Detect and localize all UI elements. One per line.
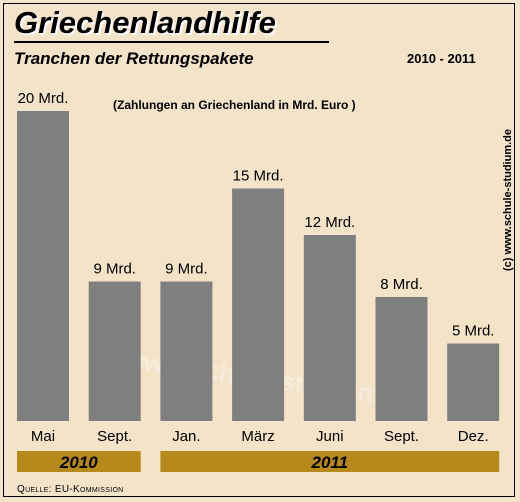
data-label-4: 12 Mrd. bbox=[304, 214, 355, 231]
year-label-2010: 2010 bbox=[59, 453, 98, 472]
category-label-6: Dez. bbox=[458, 428, 489, 445]
bar-3 bbox=[232, 188, 285, 421]
category-label-3: März bbox=[241, 428, 274, 445]
bar-5 bbox=[375, 297, 428, 421]
data-label-1: 9 Mrd. bbox=[93, 261, 136, 278]
category-label-1: Sept. bbox=[97, 428, 132, 445]
category-label-0: Mai bbox=[31, 428, 55, 445]
data-label-0: 20 Mrd. bbox=[18, 90, 69, 107]
data-label-3: 15 Mrd. bbox=[233, 168, 284, 185]
category-label-5: Sept. bbox=[384, 428, 419, 445]
category-label-4: Juni bbox=[316, 428, 344, 445]
bar-1 bbox=[88, 281, 141, 421]
copyright-label: (c) www.schule-studium.de bbox=[502, 129, 514, 271]
year-label-2011: 2011 bbox=[311, 453, 349, 472]
chart-title: Griechenlandhilfe bbox=[14, 5, 276, 40]
bar-4 bbox=[303, 235, 356, 421]
title-underline bbox=[14, 41, 329, 43]
bar-2 bbox=[160, 281, 213, 421]
bar-0 bbox=[17, 111, 69, 421]
chart-subtitle: Tranchen der Rettungspakete bbox=[14, 49, 254, 68]
chart-note: (Zahlungen an Griechenland in Mrd. Euro … bbox=[113, 98, 356, 112]
category-label-2: Jan. bbox=[172, 428, 200, 445]
data-label-6: 5 Mrd. bbox=[452, 323, 495, 340]
bar-6 bbox=[447, 343, 500, 421]
year-band-2011 bbox=[160, 451, 500, 472]
data-label-5: 8 Mrd. bbox=[380, 276, 423, 293]
source-label: Quelle: EU-Kommission bbox=[17, 484, 124, 495]
chart-title-shadow: Griechenlandhilfe bbox=[16, 7, 278, 42]
data-label-2: 9 Mrd. bbox=[165, 261, 208, 278]
period-label: 2010 - 2011 bbox=[407, 51, 476, 66]
year-band-2010 bbox=[17, 451, 141, 472]
